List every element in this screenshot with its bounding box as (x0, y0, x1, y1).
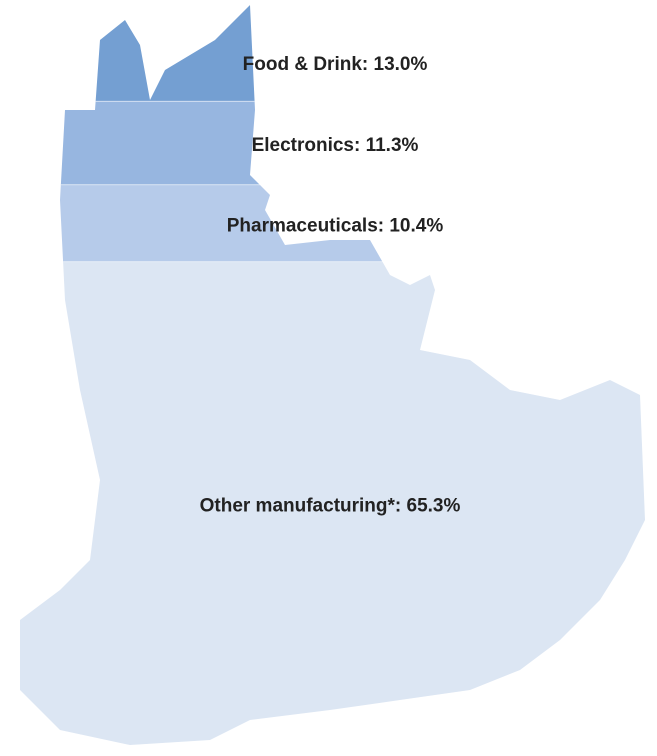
labels: Food & Drink: 13.0% Electronics: 11.3% Pha… (200, 54, 461, 516)
shape (20, 5, 645, 745)
value-label: Food & Drink: 13.0% (243, 54, 428, 75)
value-label: Electronics: 11.3% (252, 135, 419, 156)
value-label: Other manufacturing*: 65.3% (200, 495, 461, 516)
value-label: Pharmaceuticals: 10.4% (227, 215, 444, 236)
